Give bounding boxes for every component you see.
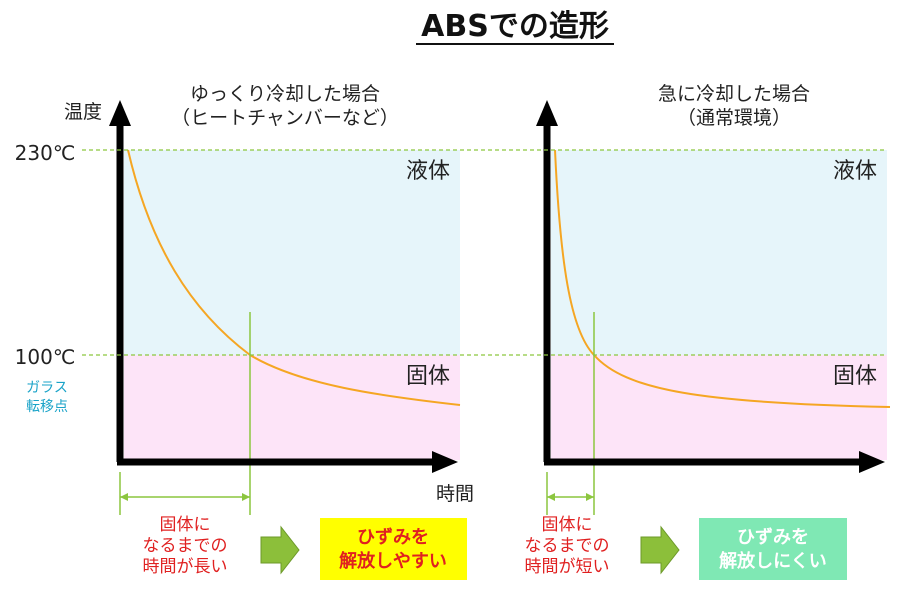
left-result-box [320, 518, 467, 580]
right-result-line1: ひずみを [737, 527, 809, 548]
right-cooling-curve [554, 149, 891, 408]
right-result-box [699, 518, 847, 580]
right-liquid-label: 液体 [833, 159, 877, 184]
left-liquid-label: 液体 [406, 159, 450, 184]
left-solid-zone [124, 355, 460, 460]
temp-100-label: 100℃ [15, 345, 76, 369]
right-solid-label: 固体 [833, 364, 877, 389]
right-note-line2: なるまでの [525, 536, 610, 556]
right-y-axis-arrowhead [536, 100, 558, 126]
right-solid-zone [551, 355, 887, 460]
diagram-title: ABSでの造形 [421, 9, 609, 44]
left-panel: ゆっくり冷却した場合 （ヒートチャンバーなど） 液体 固体 固体に なるまでの … [109, 83, 467, 580]
right-panel: 急に冷却した場合 （通常環境） 液体 固体 固体に なるまでの 時間が短い ひず… [525, 83, 891, 580]
glass-transition-line2: 転移点 [26, 399, 68, 415]
x-axis-label: 時間 [436, 483, 474, 505]
right-result-line2: 解放しにくい [719, 550, 827, 572]
right-heading-line2: （通常環境） [677, 107, 791, 129]
right-x-axis-arrowhead [859, 451, 885, 473]
left-result-line1: ひずみを [357, 527, 429, 548]
left-x-axis-arrowhead [432, 451, 458, 473]
left-bracket-arrow-right [242, 493, 250, 501]
right-note-line3: 時間が短い [525, 557, 610, 577]
left-result-arrow-icon [260, 525, 300, 575]
temp-230-label: 230℃ [15, 141, 76, 165]
left-bracket-arrow-left [120, 493, 128, 501]
left-note-line3: 時間が長い [143, 557, 228, 577]
right-result-arrow-icon [640, 525, 680, 575]
right-bracket-arrow-left [547, 493, 555, 501]
right-liquid-zone [551, 150, 887, 355]
right-bracket-arrow-right [586, 493, 594, 501]
left-solid-label: 固体 [406, 364, 450, 389]
left-heading-line2: （ヒートチャンバーなど） [171, 107, 399, 129]
left-note-line1: 固体に [160, 515, 211, 535]
left-note-line2: なるまでの [143, 536, 228, 556]
left-y-axis-arrowhead [109, 100, 131, 126]
left-heading-line1: ゆっくり冷却した場合 [190, 83, 380, 105]
left-liquid-zone [124, 150, 460, 355]
left-result-line2: 解放しやすい [339, 550, 447, 572]
right-note-line1: 固体に [542, 515, 593, 535]
glass-transition-line1: ガラス [26, 380, 68, 396]
y-axis-label: 温度 [64, 101, 102, 123]
right-heading-line1: 急に冷却した場合 [658, 83, 810, 105]
